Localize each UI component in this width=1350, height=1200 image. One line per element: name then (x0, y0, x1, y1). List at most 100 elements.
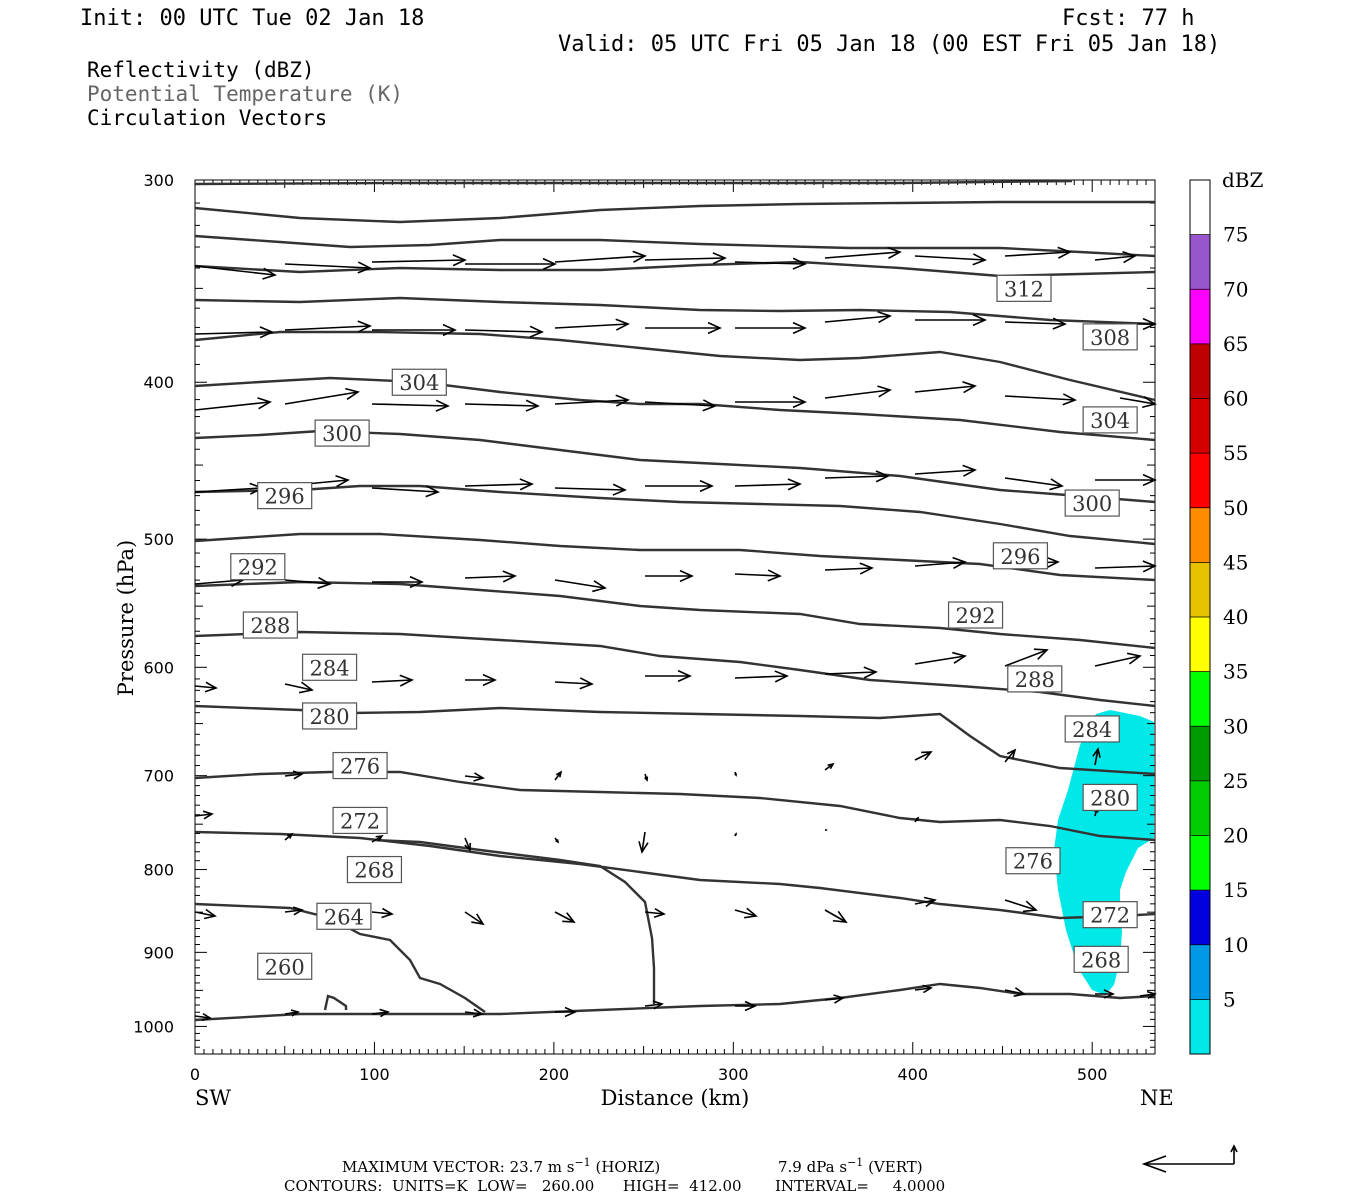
vector-shaft (194, 813, 213, 817)
contour-label: 304 (1090, 409, 1130, 433)
vector-shaft (371, 259, 466, 263)
vector-shaft (371, 1011, 389, 1015)
vector-shaft (464, 1011, 483, 1015)
vector-head (702, 399, 717, 412)
vector-head (204, 681, 218, 693)
contour-label-box (1064, 489, 1120, 517)
contour-label: 312 (1004, 277, 1044, 301)
vector-shaft (824, 567, 873, 571)
colorbar-label: 15 (1223, 878, 1248, 902)
vector-head (471, 913, 485, 926)
vector-head (972, 313, 987, 327)
vector-head (542, 257, 557, 271)
vector-shaft (284, 1011, 299, 1015)
y-tick-label: 400 (143, 373, 174, 392)
vector-head (425, 485, 440, 498)
y-tick-label: 1000 (133, 1017, 174, 1036)
vector-shaft (194, 911, 216, 917)
vector-head (1049, 478, 1064, 491)
vector-head (787, 478, 802, 491)
contour-labels: 312 308 304 304 300 300 296 296 292 292 288 288 284 2… (230, 274, 1138, 980)
contour-label: 268 (354, 859, 394, 883)
vector-head (298, 681, 314, 694)
colorbar-label: 75 (1223, 223, 1248, 247)
colorbar-segment (1190, 343, 1210, 399)
contour-label-box (314, 419, 370, 447)
vector-head (202, 810, 214, 820)
vector-shaft (914, 987, 932, 991)
vector-head (259, 326, 274, 339)
vector-head (923, 896, 937, 908)
colorbar-label: 25 (1223, 769, 1248, 793)
vector-shaft (644, 401, 716, 407)
vector-head (644, 776, 649, 782)
theta-contours (194, 179, 1156, 1022)
vector-shaft (644, 911, 665, 915)
vector-head (482, 673, 497, 687)
vector-head (375, 834, 384, 842)
vector-head (357, 320, 372, 333)
vector-shaft (1139, 993, 1156, 997)
colorbar-label: 35 (1223, 660, 1248, 684)
contour-label-box (301, 702, 358, 730)
vector-head (1033, 648, 1049, 660)
contour-label: 268 (1081, 948, 1121, 972)
contour-label: 288 (1015, 668, 1055, 692)
vector-head (612, 483, 627, 496)
vector-head (1092, 747, 1101, 758)
vector-head (744, 907, 758, 919)
vector-shaft (734, 909, 757, 917)
colorbar-segment (1190, 726, 1210, 781)
colorbar-label: 50 (1223, 496, 1248, 520)
contour-label: 304 (399, 371, 439, 395)
vector-shaft (554, 681, 593, 685)
vector-shaft (554, 487, 626, 491)
vector-shaft (554, 579, 606, 589)
footer: MAXIMUM VECTOR: 23.7 m s−1 (HORIZ) 7.9 d… (284, 1144, 1238, 1195)
contour-label-box (332, 806, 388, 835)
contour-label: 272 (340, 809, 380, 833)
contour-label-box (1007, 665, 1063, 693)
plot-frame (194, 179, 1156, 1055)
contour-label-box (301, 653, 358, 681)
y-tick-label: 500 (143, 530, 174, 549)
contour-label-box (1064, 715, 1120, 743)
colorbar-label: 60 (1223, 387, 1248, 411)
vector-head (734, 773, 737, 777)
contour-label-box (996, 274, 1052, 302)
contour-label: 300 (1072, 492, 1112, 516)
vector-shaft (824, 315, 891, 323)
vector-head (1142, 317, 1157, 331)
vector-head (292, 906, 304, 916)
field-theta: Potential Temperature (K) (87, 82, 403, 106)
vector-shaft (371, 679, 413, 683)
vector-shaft (914, 385, 976, 393)
contour-label-box (1082, 406, 1138, 434)
vector-head (952, 556, 967, 570)
vector-head (1013, 987, 1026, 998)
contour-label: 284 (310, 656, 350, 680)
x-axis-ticks: 0 100 200 300 400 500 (190, 1065, 1108, 1084)
x-end-left: SW (195, 1086, 231, 1110)
vector-head (767, 569, 782, 582)
vector-shaft (1094, 255, 1136, 261)
vector-head (615, 318, 630, 331)
contour-label: 288 (250, 614, 290, 638)
vector-head (1062, 393, 1077, 406)
vector-shaft (194, 487, 263, 493)
vector-head (1142, 473, 1157, 487)
contour-label: 276 (340, 755, 380, 779)
contour-label-box (332, 751, 388, 780)
vector-head (1103, 989, 1115, 999)
colorbar-label: 70 (1223, 277, 1248, 301)
vector-head (317, 576, 332, 590)
colorbar-segment (1190, 835, 1210, 891)
vector-head (1022, 900, 1038, 913)
contour-label: 308 (1090, 326, 1130, 350)
x-tick-label: 500 (1077, 1065, 1108, 1084)
vector-shaft (554, 255, 646, 263)
vert-vector-label: 7.9 dPa s−1 (VERT) (778, 1156, 923, 1176)
vector-shaft (554, 399, 629, 405)
vector-head (592, 580, 607, 593)
vector-head (638, 841, 649, 854)
